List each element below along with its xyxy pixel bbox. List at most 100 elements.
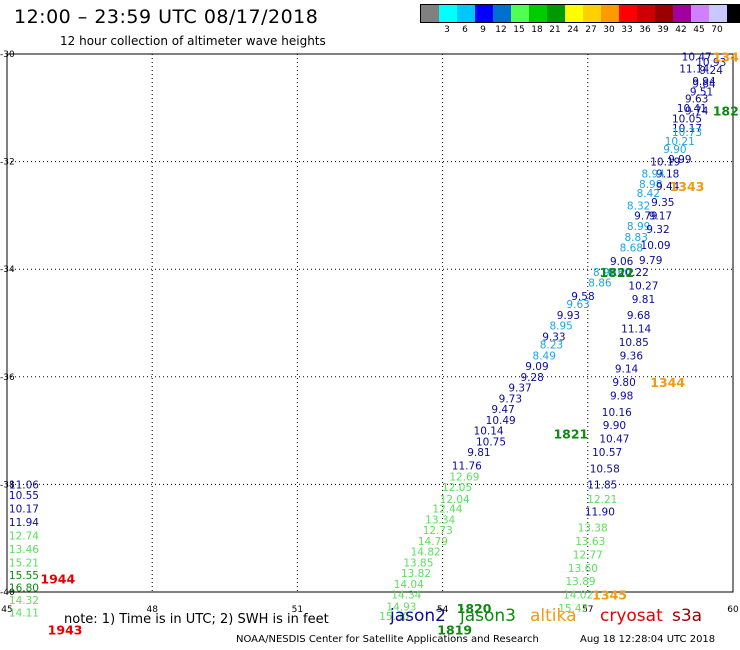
wave-height-label: 10.58 [590,463,620,475]
wave-height-label: 9.44 [656,181,680,193]
wave-height-label: 8.86 [588,278,612,290]
color-swatch [421,5,439,22]
pass-time-label: 1820 [457,601,492,616]
pass-time-label: 1344 [650,375,685,390]
generated-timestamp: Aug 18 12:28:04 UTC 2018 [580,634,716,645]
color-scale-label: 21 [549,25,561,35]
wave-height-label: 10.05 [672,114,702,126]
wave-height-label: 11.85 [587,479,617,491]
color-swatch [637,5,655,22]
wave-height-label: 9.06 [610,256,634,268]
wave-height-label: 10.17 [672,123,702,135]
wave-height-label: 16.80 [9,583,39,595]
chart-subtitle: 12 hour collection of altimeter wave hei… [60,34,326,48]
pass-time-label: 1821 [553,426,588,441]
wave-height-label: 10.22 [619,267,649,279]
wave-height-label: 9.63 [566,299,589,311]
wave-height-label: 14.32 [9,595,39,607]
color-scale-label: 3 [444,25,450,35]
wave-height-label: 12.04 [440,494,470,506]
color-scale-label: 6 [462,25,468,35]
wave-height-label: 10.73 [672,127,702,139]
x-tick-label: 57 [582,605,593,615]
wave-height-label: 9.51 [690,87,713,99]
color-scale-label: 36 [639,25,651,35]
wave-height-label: 12.21 [587,494,617,506]
pass-time-label: 1345 [592,588,627,603]
wave-height-label: 13.38 [578,522,608,534]
wave-height-label: 8.68 [620,243,643,255]
y-tick-label: -34 [0,265,15,275]
color-swatch [655,5,673,22]
wave-height-label: 14.79 [418,536,448,548]
x-tick-label: 60 [727,605,739,615]
wave-height-label: 9.81 [467,447,490,459]
wave-height-label: 11.94 [9,517,39,529]
wave-height-label: 9.79 [639,255,662,267]
wave-height-label: 9.35 [651,197,674,209]
wave-height-label: 10.85 [619,337,649,349]
wave-height-label: 8.32 [627,201,650,213]
pass-time-label: 1944 [40,572,75,587]
wave-height-label: 10.21 [665,136,695,148]
wave-height-label: 9.63 [685,94,708,106]
wave-height-label: 9.74 [685,105,709,117]
wave-height-label: 9.17 [649,210,672,222]
wave-height-label: 14.11 [9,607,39,619]
wave-height-label: 12.77 [573,549,603,561]
legend-item-jason2: jason2 [390,606,446,626]
wave-height-label: 9.81 [632,294,655,306]
legend-item-jason3: jason3 [460,606,516,626]
color-scale-label: 33 [621,25,633,35]
wave-height-label: 14.02 [563,590,593,602]
wave-height-label: 14.04 [394,579,424,591]
units-note: note: 1) Time is in UTC; 2) SWH is in fe… [64,612,329,627]
wave-height-label: 11.14 [679,64,709,76]
wave-height-label: 10.47 [682,52,712,64]
wave-height-label: 11.14 [621,323,651,335]
wave-height-label: 9.33 [542,331,565,343]
wave-height-label: 14.34 [391,590,421,602]
wave-height-label: 9.73 [499,393,522,405]
color-swatch [457,5,475,22]
wave-height-label: 11.06 [9,479,39,491]
pass-time-label: 1343 [670,179,705,194]
wave-height-label: 9.28 [520,372,543,384]
color-swatch [601,5,619,22]
color-scale: 3 6 9 12 15 18 21 24 27 30 33 36 39 42 45 70 [420,4,740,37]
wave-height-label: 13.46 [9,544,39,556]
wave-height-label: 10.55 [9,490,39,502]
color-swatch [475,5,493,22]
color-scale-label: 12 [495,25,507,35]
x-tick-label: 54 [437,605,449,615]
wave-height-label: 15.42 [558,603,588,615]
wave-height-label: 8.95 [549,321,572,333]
color-scale-label: 27 [585,25,597,35]
wave-height-label: 9.24 [700,65,724,77]
wave-height-label: 8.49 [533,350,556,362]
wave-height-label: 15.30 [379,611,409,623]
wave-height-label: 9.90 [603,420,626,432]
color-scale-swatches [420,4,740,23]
pass-time-label: 1822 [599,265,634,280]
wave-height-label: 9.47 [491,404,514,416]
color-swatch [547,5,565,22]
x-tick-label: 48 [146,605,158,615]
wave-height-label: 10.93 [696,57,726,69]
color-swatch [511,5,529,22]
wave-height-label: 12.05 [442,482,472,494]
wave-height-label: 12.44 [432,504,462,516]
wave-height-label: 10.19 [650,157,680,169]
wave-height-label: 10.75 [476,436,506,448]
wave-height-label: 15.21 [9,557,39,569]
wave-height-label: 13.82 [401,568,431,580]
wave-height-label: 13.34 [425,514,455,526]
y-tick-label: -30 [0,50,15,60]
wave-height-label: 9.36 [620,350,644,362]
wave-height-label: 9.09 [525,361,548,373]
x-tick-label: 45 [1,605,12,615]
color-scale-labels: 3 6 9 12 15 18 21 24 27 30 33 36 39 42 45 70 [420,23,740,37]
wave-height-label: 9.79 [634,210,657,222]
wave-height-label: 8.96 [593,267,617,279]
wave-height-label: 10.41 [677,103,707,115]
